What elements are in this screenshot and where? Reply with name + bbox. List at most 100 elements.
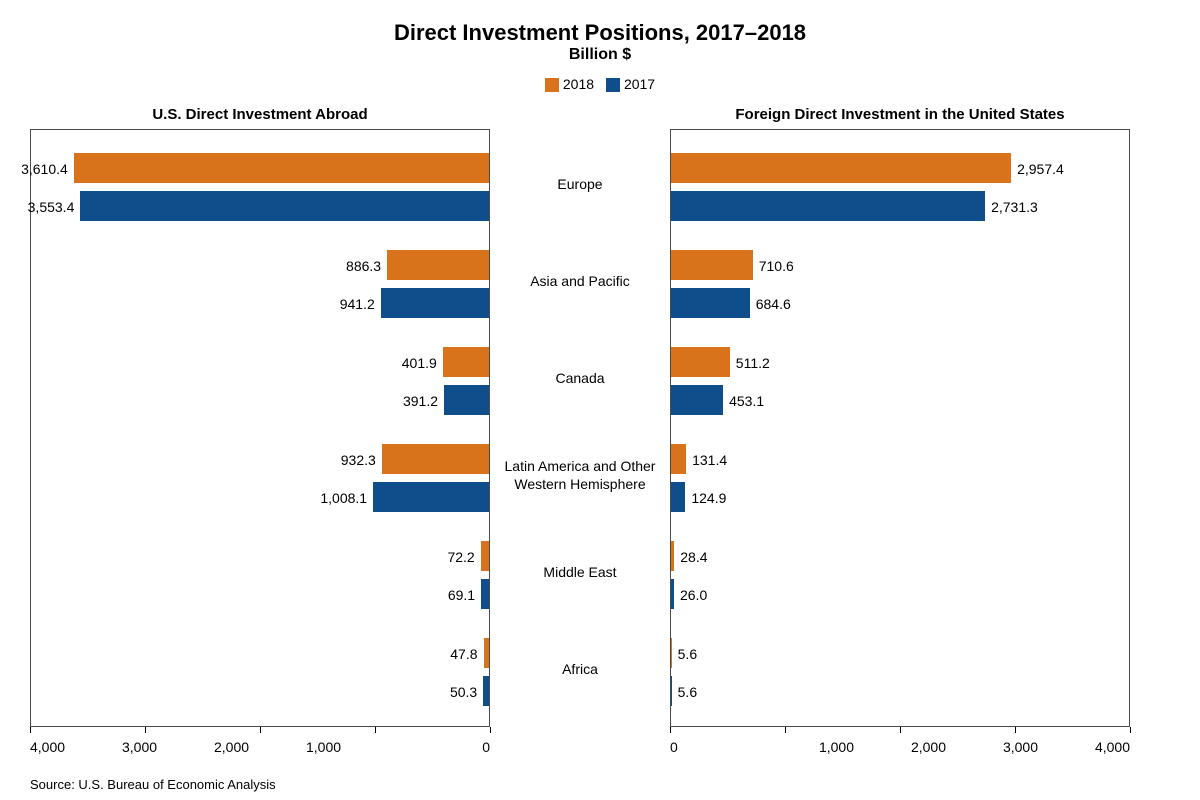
left-chart: 3,610.43,553.4 886.3 941.2 401.9 391.2 932.3 1… [31, 138, 489, 718]
bar-label: 5.6 [678, 646, 697, 662]
axis-tick-label: 3,000 [946, 739, 1038, 755]
axis-tick [900, 727, 901, 733]
bar-label: 941.2 [340, 296, 375, 312]
bar-label: 886.3 [346, 258, 381, 274]
left-panel: U.S. Direct Investment Abroad 3,610.43,5… [30, 106, 490, 755]
bar-2018 [484, 638, 489, 668]
right-ticks [670, 727, 1130, 733]
axis-tick [1130, 727, 1131, 733]
legend: 2018 2017 [30, 76, 1170, 92]
right-chart-box: 2,957.4 2,731.3 710.6684.6511.2453.1131.41… [670, 129, 1130, 727]
panels-container: U.S. Direct Investment Abroad 3,610.43,5… [30, 106, 1170, 755]
category-label: Asia and Pacific [490, 233, 670, 330]
bar-2018 [671, 347, 730, 377]
bar-2018 [671, 541, 674, 571]
left-chart-box: 3,610.43,553.4 886.3 941.2 401.9 391.2 932.3 1… [30, 129, 490, 727]
left-panel-title: U.S. Direct Investment Abroad [30, 106, 490, 123]
table-row: 3,610.43,553.4 [31, 138, 489, 235]
right-x-axis: 01,0002,0003,0004,000 [670, 739, 1130, 755]
axis-tick-label: 1,000 [762, 739, 854, 755]
chart-title: Direct Investment Positions, 2017–2018 [30, 20, 1170, 46]
table-row: 886.3 941.2 [31, 235, 489, 332]
category-label: Canada [490, 330, 670, 427]
bar-2018 [671, 638, 672, 668]
bar-2018 [671, 153, 1011, 183]
axis-tick [260, 727, 261, 733]
axis-tick-label: 3,000 [122, 739, 214, 755]
bar-2017 [671, 191, 985, 221]
bar-label: 932.3 [341, 452, 376, 468]
legend-label-2017: 2017 [624, 76, 655, 92]
bar-2017 [444, 385, 489, 415]
axis-tick [30, 727, 31, 733]
table-row: 72.2 69.1 [31, 526, 489, 623]
bar-2017 [80, 191, 489, 221]
bar-2018 [443, 347, 489, 377]
legend-item-2017: 2017 [606, 76, 655, 92]
table-row: 28.4 26.0 [671, 526, 1129, 623]
category-label: Middle East [490, 524, 670, 621]
category-label: Africa [490, 621, 670, 718]
bar-2018 [671, 250, 753, 280]
table-row: 47.8 50.3 [31, 623, 489, 720]
table-row: 401.9 391.2 [31, 332, 489, 429]
right-panel: Foreign Direct Investment in the United … [670, 106, 1130, 755]
bar-label: 453.1 [729, 393, 764, 409]
bar-2017 [671, 676, 672, 706]
bar-label: 5.6 [678, 684, 697, 700]
axis-tick-label: 0 [670, 739, 762, 755]
axis-tick [785, 727, 786, 733]
chart-subtitle: Billion $ [30, 46, 1170, 64]
bar-2018 [74, 153, 489, 183]
bar-2017 [483, 676, 489, 706]
bar-label: 26.0 [680, 587, 707, 603]
axis-tick-label: 2,000 [214, 739, 306, 755]
bar-label: 1,008.1 [320, 490, 367, 506]
table-row: 511.2453.1 [671, 332, 1129, 429]
legend-item-2018: 2018 [545, 76, 594, 92]
category-label: Latin America and Other Western Hemisphe… [490, 427, 670, 524]
legend-swatch-2017 [606, 78, 620, 92]
bar-label: 50.3 [450, 684, 477, 700]
axis-tick-label: 0 [398, 739, 490, 755]
legend-swatch-2018 [545, 78, 559, 92]
axis-tick-label: 2,000 [854, 739, 946, 755]
bar-label: 28.4 [680, 549, 707, 565]
axis-tick [670, 727, 671, 733]
bar-2017 [481, 579, 489, 609]
bar-label: 47.8 [450, 646, 477, 662]
bar-2018 [481, 541, 489, 571]
bar-label: 401.9 [402, 355, 437, 371]
bar-2018 [387, 250, 489, 280]
bar-label: 69.1 [448, 587, 475, 603]
bar-label: 3,553.4 [28, 199, 75, 215]
bar-label: 3,610.4 [21, 161, 68, 177]
bar-2017 [671, 288, 750, 318]
bar-label: 684.6 [756, 296, 791, 312]
bar-label: 124.9 [691, 490, 726, 506]
category-label: Europe [490, 136, 670, 233]
bar-label: 391.2 [403, 393, 438, 409]
bar-2017 [671, 482, 685, 512]
left-ticks [30, 727, 490, 733]
axis-tick [375, 727, 376, 733]
table-row: 932.3 1,008.1 [31, 429, 489, 526]
legend-label-2018: 2018 [563, 76, 594, 92]
bar-label: 2,957.4 [1017, 161, 1064, 177]
table-row: 2,957.4 2,731.3 [671, 138, 1129, 235]
bar-label: 72.2 [447, 549, 474, 565]
category-column: EuropeAsia and PacificCanadaLatin Americ… [490, 106, 670, 718]
bar-label: 2,731.3 [991, 199, 1038, 215]
table-row: 710.6684.6 [671, 235, 1129, 332]
bar-2018 [671, 444, 686, 474]
axis-tick [1015, 727, 1016, 733]
bar-2017 [373, 482, 489, 512]
table-row: 131.4124.9 [671, 429, 1129, 526]
right-chart: 2,957.4 2,731.3 710.6684.6511.2453.1131.41… [671, 138, 1129, 718]
axis-tick-label: 1,000 [306, 739, 398, 755]
bar-2018 [382, 444, 489, 474]
axis-tick-label: 4,000 [1038, 739, 1130, 755]
source-text: Source: U.S. Bureau of Economic Analysis [30, 777, 1170, 792]
table-row: 5.6 5.6 [671, 623, 1129, 720]
bar-2017 [381, 288, 489, 318]
